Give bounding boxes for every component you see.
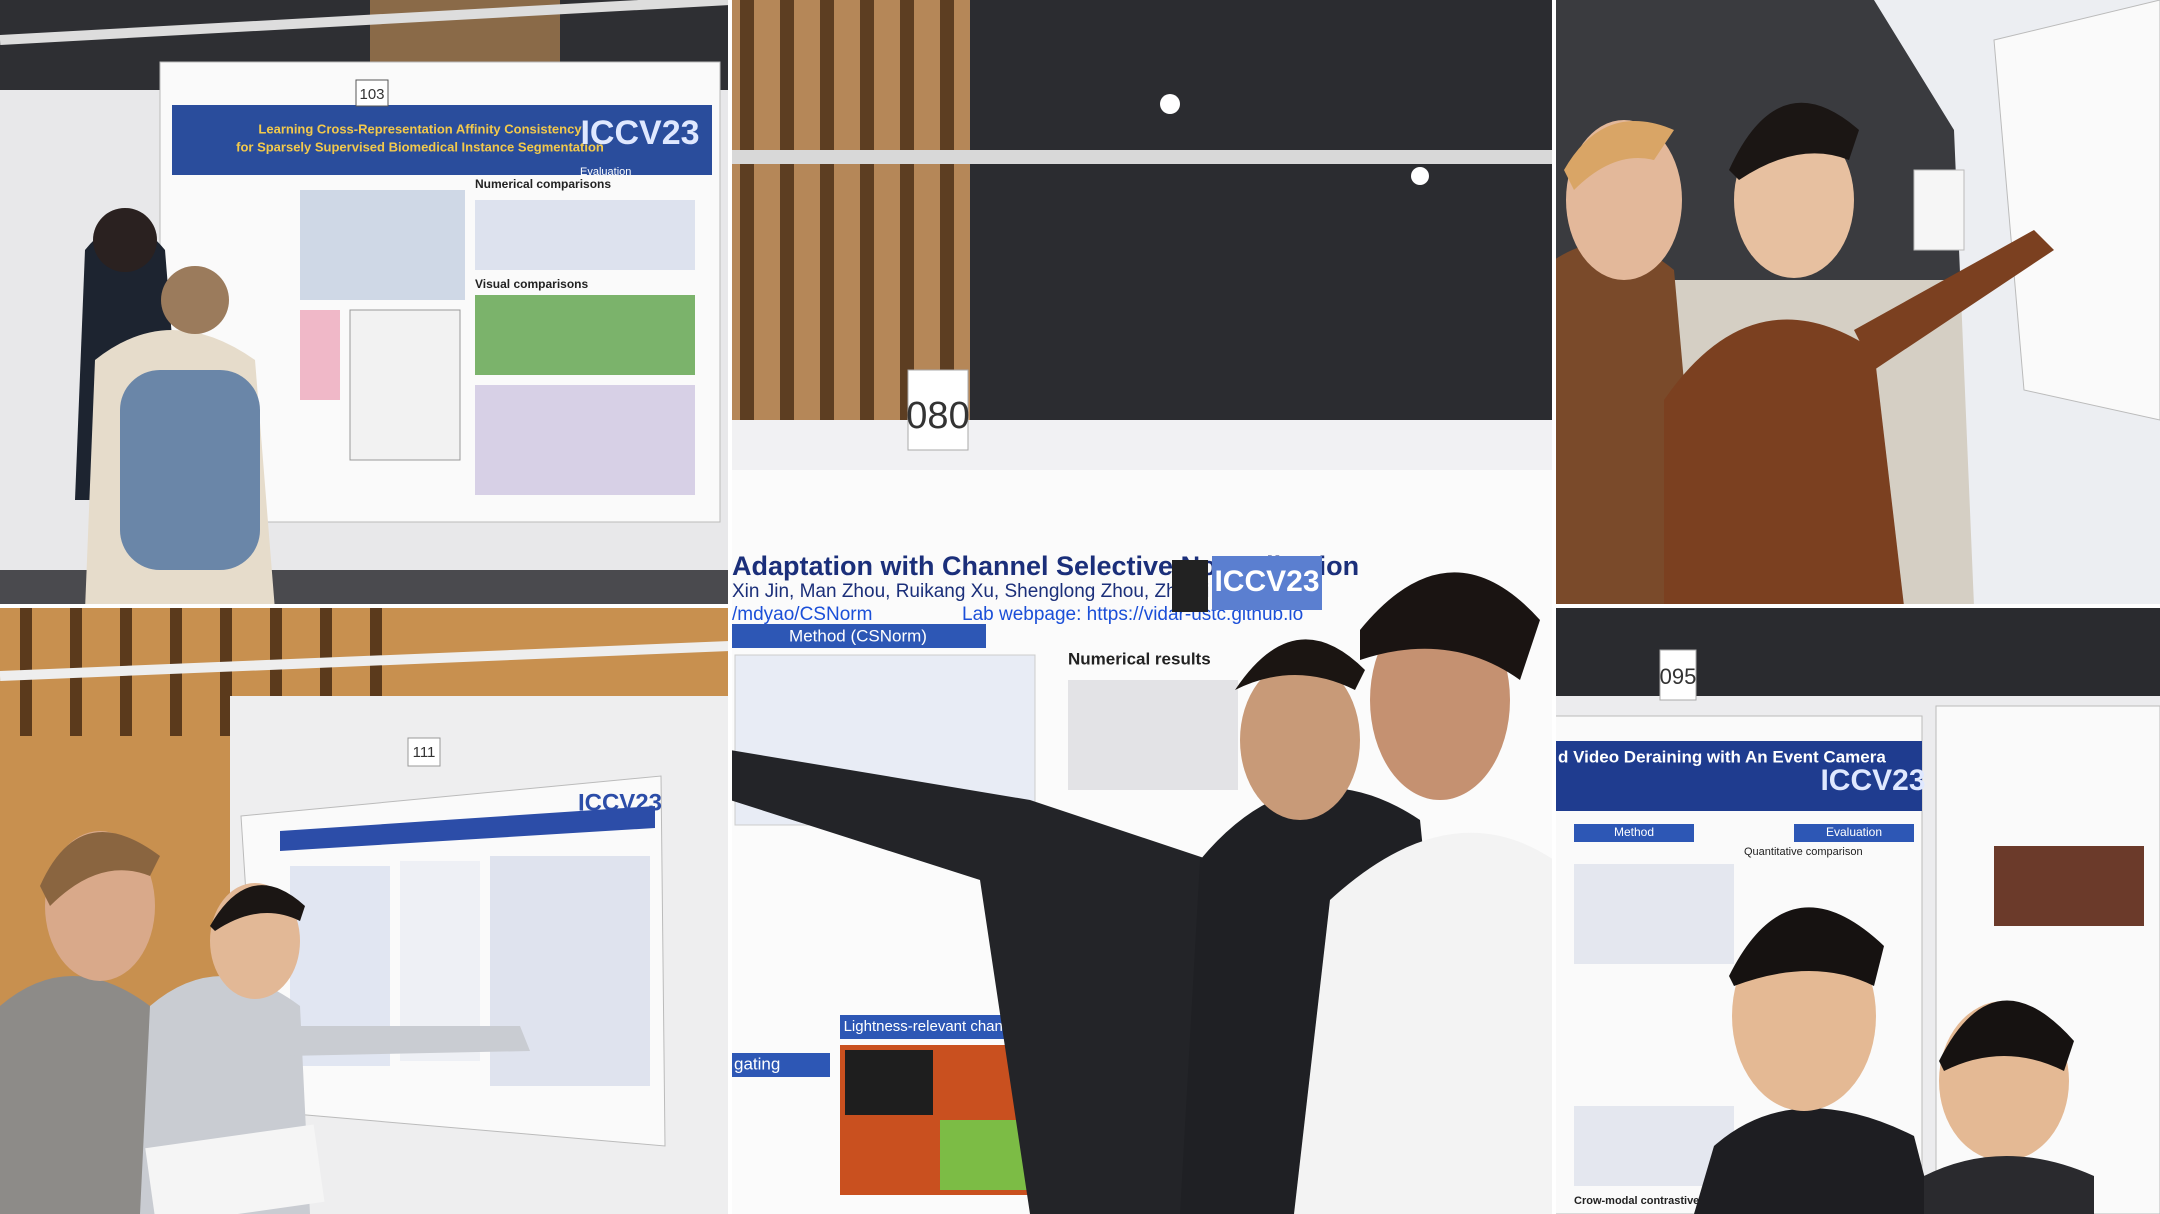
section-heading: Evaluation — [1826, 825, 1882, 839]
hair — [210, 885, 305, 931]
wood-slats — [740, 0, 954, 420]
shape — [780, 0, 794, 420]
poster-authors: Xin Jin, Man Zhou, Ruikang Xu, Shenglong… — [732, 581, 1263, 602]
figure — [300, 310, 340, 400]
heatmap-cell — [940, 1120, 1030, 1190]
board-sign — [907, 369, 969, 451]
photo-6: d Video Deraining with An Event Camera I… — [1554, 606, 2160, 1214]
figure — [1994, 846, 2144, 926]
poster-link: /mdyao/CSNorm — [732, 604, 872, 625]
paper — [145, 1124, 325, 1214]
photo-4: 111 ICCV23 — [0, 606, 730, 1214]
shape — [820, 0, 834, 420]
person-head — [161, 266, 229, 334]
heatmap-cell — [845, 1050, 933, 1115]
poster-header — [1554, 741, 1922, 811]
shape — [740, 0, 754, 420]
figure — [490, 856, 650, 1086]
arm — [1854, 230, 2054, 370]
section-heading: gating — [734, 1054, 780, 1073]
section-band — [1574, 824, 1694, 842]
figure — [300, 190, 465, 300]
person-head — [1240, 660, 1360, 820]
poster-logo: ICCV23 — [578, 789, 662, 816]
section-heading: Lightness-relevant channels — [844, 1018, 1031, 1035]
poster-logo-bg — [1212, 556, 1322, 610]
section-heading: Method (CSNorm) — [789, 626, 927, 645]
poster-header — [172, 105, 712, 175]
hair — [1939, 1000, 2074, 1071]
board-sign — [407, 737, 441, 767]
section-heading: Evaluation — [580, 166, 631, 178]
section-band — [730, 624, 986, 648]
figure — [475, 385, 695, 495]
table — [475, 200, 695, 270]
shape — [0, 604, 730, 608]
frame — [730, 150, 1554, 164]
poster-title: for Sparsely Supervised Biomedical Insta… — [236, 139, 604, 154]
arm — [280, 1026, 530, 1056]
frame — [0, 641, 730, 681]
figure — [475, 295, 695, 375]
wood-wall — [730, 0, 970, 420]
board-sign — [1659, 649, 1697, 701]
poster-logo: ICCV23 — [1214, 565, 1319, 598]
section-band — [1794, 824, 1914, 842]
section-heading: Visual comparisons — [475, 277, 588, 291]
table — [1068, 680, 1238, 790]
person — [0, 976, 190, 1214]
poster-title: d Video Deraining with An Event Camera — [1558, 747, 1886, 766]
shape — [1554, 604, 2160, 608]
photo-2: 080 Adaptation with Channel Selective No… — [730, 0, 1554, 1214]
board-number: 111 — [413, 744, 436, 761]
person — [1664, 319, 1904, 606]
light — [1411, 167, 1429, 185]
hair — [40, 832, 160, 906]
section-heading: Quantitative comparison — [1744, 846, 1863, 858]
section-band — [730, 1053, 830, 1077]
shape — [940, 0, 954, 420]
backpack — [120, 370, 260, 570]
section-heading: Numerical comparisons — [475, 177, 611, 191]
arm — [730, 750, 1230, 1214]
board-number: 103 — [359, 86, 384, 103]
poster-header — [280, 806, 655, 851]
text-block — [349, 309, 461, 461]
poster — [1913, 169, 1965, 251]
figure — [1574, 864, 1734, 964]
photo-3 — [1554, 0, 2160, 606]
shape — [900, 0, 914, 420]
section-heading: Numerical results — [1068, 649, 1211, 668]
board-sign — [355, 79, 389, 107]
hair — [1360, 572, 1540, 680]
person — [1924, 1156, 2094, 1214]
poster-logo: ICCV23 — [1820, 764, 1925, 797]
poster-logo: ICCV23 — [580, 114, 699, 152]
hair — [1564, 121, 1674, 190]
qr-code — [1172, 560, 1208, 612]
photo-1: Learning Cross-Representation Affinity C… — [0, 0, 730, 606]
hair — [1729, 102, 1859, 180]
person-head — [93, 208, 157, 272]
board-number: 095 — [1660, 664, 1697, 689]
hair — [1235, 639, 1365, 690]
section-heading: Method — [1614, 825, 1654, 839]
hair — [1729, 907, 1884, 986]
frame — [0, 0, 730, 45]
board-number: 080 — [906, 395, 969, 437]
poster-title: Learning Cross-Representation Affinity C… — [258, 121, 582, 136]
person — [1294, 832, 1554, 1214]
shape — [860, 0, 874, 420]
light — [1160, 94, 1180, 114]
person — [1694, 1108, 1934, 1214]
